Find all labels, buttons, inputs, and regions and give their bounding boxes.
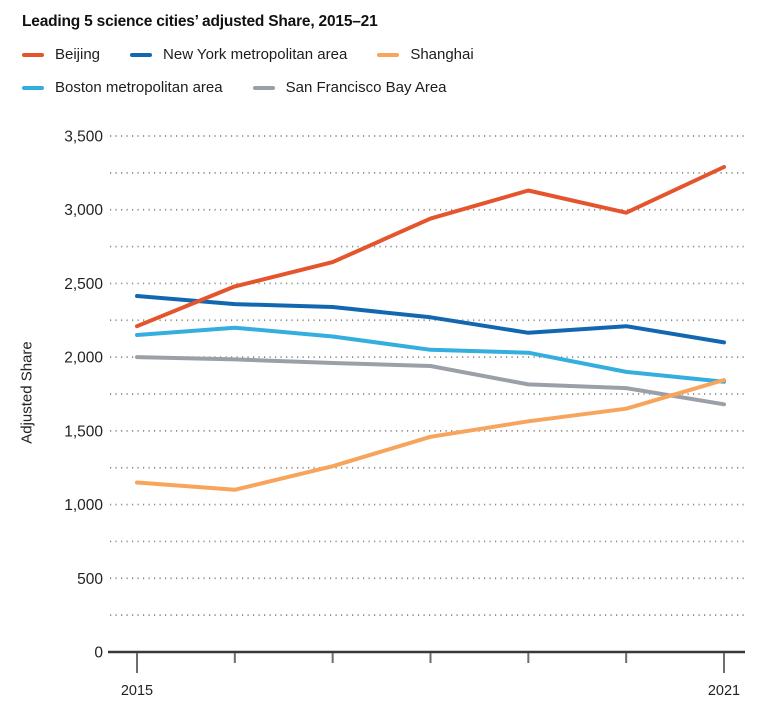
x-tick-label-2015: 2015 <box>121 683 153 699</box>
legend-item-shanghai: Shanghai <box>377 44 474 65</box>
legend-item-new-york-metropolitan-area: New York metropolitan area <box>130 44 347 65</box>
legend-label-beijing: Beijing <box>55 46 101 63</box>
x-tick-label-2021: 2021 <box>708 683 740 699</box>
y-tick-label-1500: 1,500 <box>64 423 103 440</box>
chart-title: Leading 5 science cities’ adjusted Share… <box>22 13 378 30</box>
legend-label-shanghai: Shanghai <box>410 46 474 63</box>
y-tick-label-1000: 1,000 <box>64 497 103 514</box>
legend-item-beijing: Beijing <box>22 44 100 65</box>
legend-swatch-shanghai <box>377 52 400 57</box>
y-tick-label-3000: 3,000 <box>64 202 103 219</box>
y-tick-label-2000: 2,000 <box>64 350 103 367</box>
y-tick-label-2500: 2,500 <box>64 276 103 293</box>
plot-line-new-york-metropolitan-area <box>135 294 726 345</box>
legend-swatch-beijing <box>22 52 44 57</box>
chart-legend: Beijing New York metropolitan area Shangha… <box>22 44 622 110</box>
legend-item-san-francisco-bay-area: San Francisco Bay Area <box>252 77 447 98</box>
plot-line-san-francisco-bay-area <box>135 355 726 407</box>
y-tick-label-3500: 3,500 <box>64 129 103 146</box>
legend-label-san-francisco-bay-area: San Francisco Bay Area <box>285 79 447 96</box>
y-tick-label-500: 500 <box>77 571 103 588</box>
legend-swatch-boston-metropolitan-area <box>22 85 44 90</box>
x-axis-ticks: 2015 2021 <box>121 653 740 699</box>
legend-item-boston-metropolitan-area: Boston metropolitan area <box>22 77 223 98</box>
plot-line-beijing <box>135 165 726 329</box>
y-axis-title: Adjusted Share <box>18 341 36 444</box>
legend-swatch-new-york-metropolitan-area <box>130 52 153 57</box>
y-axis-tick-labels: 0 500 1,000 1,500 2,000 2,500 3,000 3,500 <box>64 129 103 662</box>
plot-line-shanghai <box>135 378 726 492</box>
y-gridlines <box>110 135 745 616</box>
y-tick-label-0: 0 <box>94 645 103 662</box>
plot-line-boston-metropolitan-area <box>135 325 726 384</box>
legend-label-boston-metropolitan-area: Boston metropolitan area <box>55 79 223 96</box>
legend-swatch-san-francisco-bay-area <box>252 85 275 90</box>
legend-label-new-york-metropolitan-area: New York metropolitan area <box>163 46 348 63</box>
